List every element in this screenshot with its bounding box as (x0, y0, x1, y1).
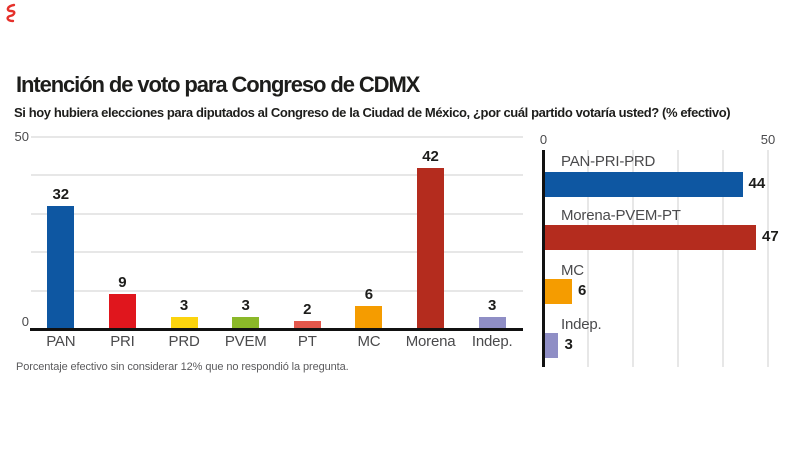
x-axis-tick-50: 50 (760, 132, 776, 147)
gridline-y-50 (31, 136, 523, 138)
category-label-pt: PT (297, 333, 317, 350)
bar-pt (293, 321, 321, 329)
chart-title: Intención de voto para Congreso de CDMX (16, 72, 420, 97)
gridline-x-20 (632, 150, 635, 367)
bar-value-morena: 42 (422, 147, 439, 165)
x-axis-tick-0: 0 (539, 132, 548, 147)
gridline-y-40 (31, 174, 523, 177)
hbar-pan-pri-prd (545, 172, 743, 197)
coalition-label-pan-pri-prd: PAN-PRI-PRD (561, 153, 656, 170)
bar-value-pan: 32 (52, 186, 70, 204)
hbar-morena-pvem-pt (545, 225, 757, 250)
coalition-label-indep: Indep. (561, 316, 602, 333)
bar-value-mc: 6 (364, 285, 374, 303)
category-label-indep: Indep. (471, 333, 513, 350)
category-label-prd: PRD (168, 333, 200, 350)
x-axis-baseline (30, 328, 523, 331)
category-label-mc: MC (357, 333, 381, 350)
chart-footnote: Porcentaje efectivo sin considerar 12% q… (16, 361, 349, 373)
hbar-value-pan-pri-prd: 44 (748, 175, 766, 192)
bar-pvem (232, 317, 260, 329)
bar-value-pvem: 3 (241, 297, 250, 315)
y-axis-tick-0: 0 (21, 314, 29, 329)
gridline-y-20 (31, 251, 523, 254)
bar-value-pri: 9 (118, 274, 127, 292)
category-label-pvem: PVEM (224, 333, 267, 350)
hbar-value-mc: 6 (577, 282, 587, 299)
chart-subtitle: Si hoy hubiera elecciones para diputados… (14, 105, 731, 120)
category-label-pan: PAN (46, 333, 76, 350)
y-axis-tick-50: 50 (14, 129, 29, 144)
gridline-y-10 (31, 289, 523, 292)
gridline-x-40 (722, 150, 725, 367)
bar-prd (170, 317, 198, 329)
bar-morena (417, 167, 445, 329)
hbar-value-indep: 3 (564, 336, 573, 353)
bar-mc (355, 305, 383, 329)
bar-indep (478, 317, 506, 329)
bar-pan (47, 206, 75, 329)
gridline-x-10 (587, 150, 590, 367)
bar-pri (108, 294, 136, 329)
gridline-x-30 (677, 150, 680, 367)
coalition-label-mc: MC (561, 262, 584, 279)
bar-value-prd: 3 (179, 297, 189, 315)
category-label-pri: PRI (110, 333, 135, 350)
bar-value-indep: 3 (488, 297, 497, 315)
gridline-y-30 (31, 212, 523, 215)
y-axis-line (542, 150, 545, 367)
hbar-mc (545, 279, 572, 304)
gridline-x-50 (767, 150, 769, 367)
coalition-label-morena-pvem-pt: Morena-PVEM-PT (561, 207, 681, 224)
hbar-value-morena-pvem-pt: 47 (762, 228, 779, 245)
category-label-morena: Morena (405, 333, 456, 350)
red-scribble-annotation (6, 3, 16, 23)
hbar-indep (545, 333, 559, 358)
bar-value-pt: 2 (303, 301, 312, 319)
